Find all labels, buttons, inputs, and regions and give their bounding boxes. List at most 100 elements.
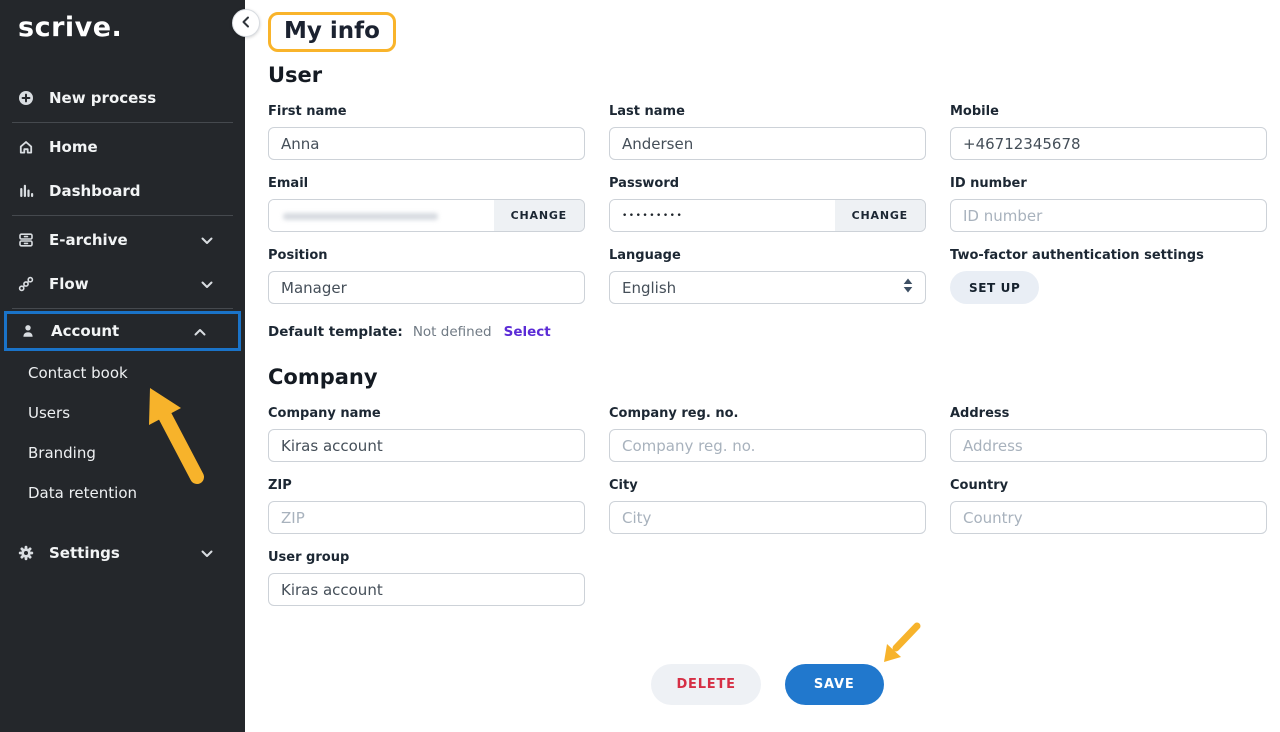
address-field: Address [950,406,1267,462]
sidebar-item-label: Settings [49,544,120,562]
language-select[interactable]: English [609,271,926,304]
chevron-up-icon [194,322,206,341]
bar-chart-icon [18,183,34,199]
form-actions: DELETE SAVE [268,664,1267,705]
default-template-row: Default template: Not defined Select [268,324,1267,340]
scrive-logo: scrive. [18,12,123,43]
mobile-label: Mobile [950,104,999,119]
sidebar-nav: New process Home Dashboard E-archive [0,76,245,575]
sidebar-item-flow[interactable]: Flow [0,262,245,306]
sidebar-item-label: Flow [49,275,89,293]
sidebar-item-label: Account [51,322,120,340]
password-field: Password CHANGE [609,176,926,232]
email-field: Email CHANGE [268,176,585,232]
last-name-input[interactable] [609,127,926,160]
position-label: Position [268,248,328,263]
gear-icon [18,545,34,561]
country-label: Country [950,478,1009,493]
city-label: City [609,478,638,493]
country-input[interactable] [950,501,1267,534]
divider [12,122,233,123]
company-reg-no-field: Company reg. no. [609,406,926,462]
id-number-input[interactable] [950,199,1267,232]
delete-button[interactable]: DELETE [651,664,761,705]
chevron-down-icon [201,231,213,250]
language-field: Language English [609,248,926,304]
two-factor-setup-button[interactable]: SET UP [950,271,1040,304]
sidebar-item-account[interactable]: Account [4,311,241,351]
id-number-field: ID number [950,176,1267,232]
user-section-heading: User [268,63,323,87]
chevron-down-icon [201,275,213,294]
divider [12,215,233,216]
sidebar-subitem-branding[interactable]: Branding [28,444,96,462]
city-input[interactable] [609,501,926,534]
sidebar-item-label: Dashboard [49,182,141,200]
company-reg-no-label: Company reg. no. [609,406,739,421]
position-field: Position [268,248,585,304]
position-input[interactable] [268,271,585,304]
form-row: ZIP City Country [268,478,1267,534]
password-change-button[interactable]: CHANGE [834,200,925,231]
form-row: First name Last name Mobile [268,104,1267,160]
zip-field: ZIP [268,478,585,534]
divider [12,308,233,309]
company-name-input[interactable] [268,429,585,462]
sidebar-item-e-archive[interactable]: E-archive [0,218,245,262]
sidebar: scrive. New process Home Dashboard [0,0,245,732]
company-name-field: Company name [268,406,585,462]
city-field: City [609,478,926,534]
default-template-label: Default template: [268,324,403,340]
save-button[interactable]: SAVE [784,664,884,705]
chevron-down-icon [201,544,213,563]
sidebar-item-label: New process [49,89,157,107]
id-number-label: ID number [950,176,1027,191]
home-icon [18,139,34,155]
company-reg-no-input[interactable] [609,429,926,462]
sidebar-item-label: E-archive [49,231,128,249]
sidebar-item-settings[interactable]: Settings [0,531,245,575]
two-factor-label: Two-factor authentication settings [950,248,1204,263]
mobile-input[interactable] [950,127,1267,160]
sidebar-item-dashboard[interactable]: Dashboard [0,169,245,213]
email-change-button[interactable]: CHANGE [493,200,584,231]
main-content: My info User First name Last name Mobile… [245,0,1280,732]
sidebar-item-label: Home [49,138,98,156]
first-name-input[interactable] [268,127,585,160]
default-template-value: Not defined [412,324,492,340]
form-row: User group [268,550,1267,606]
form-row: Position Language English Two-factor aut… [268,248,1267,304]
person-icon [20,323,36,339]
sidebar-collapse-button[interactable] [232,9,260,37]
language-label: Language [609,248,681,263]
user-group-input[interactable] [268,573,585,606]
email-label: Email [268,176,309,191]
default-template-select-link[interactable]: Select [503,324,551,340]
sidebar-subitem-data-retention[interactable]: Data retention [28,484,137,502]
flow-icon [18,276,34,292]
last-name-label: Last name [609,104,685,119]
company-section-heading: Company [268,365,378,389]
chevron-left-icon [241,16,251,31]
sidebar-subitem-contact-book[interactable]: Contact book [28,364,128,382]
zip-input[interactable] [268,501,585,534]
form-row: Company name Company reg. no. Address [268,406,1267,462]
user-group-field: User group [268,550,585,606]
first-name-label: First name [268,104,347,119]
company-name-label: Company name [268,406,381,421]
country-field: Country [950,478,1267,534]
sidebar-item-home[interactable]: Home [0,125,245,169]
unfold-icon [903,278,913,297]
password-input[interactable] [610,200,835,231]
sidebar-subitem-users[interactable]: Users [28,404,71,422]
address-label: Address [950,406,1010,421]
page-title: My info [268,12,396,52]
zip-label: ZIP [268,478,292,493]
first-name-field: First name [268,104,585,160]
address-input[interactable] [950,429,1267,462]
email-input[interactable] [269,200,494,231]
two-factor-field: Two-factor authentication settings SET U… [950,248,1267,304]
sidebar-item-new-process[interactable]: New process [0,76,245,120]
language-selected-value: English [622,278,677,297]
plus-circle-icon [18,90,34,106]
